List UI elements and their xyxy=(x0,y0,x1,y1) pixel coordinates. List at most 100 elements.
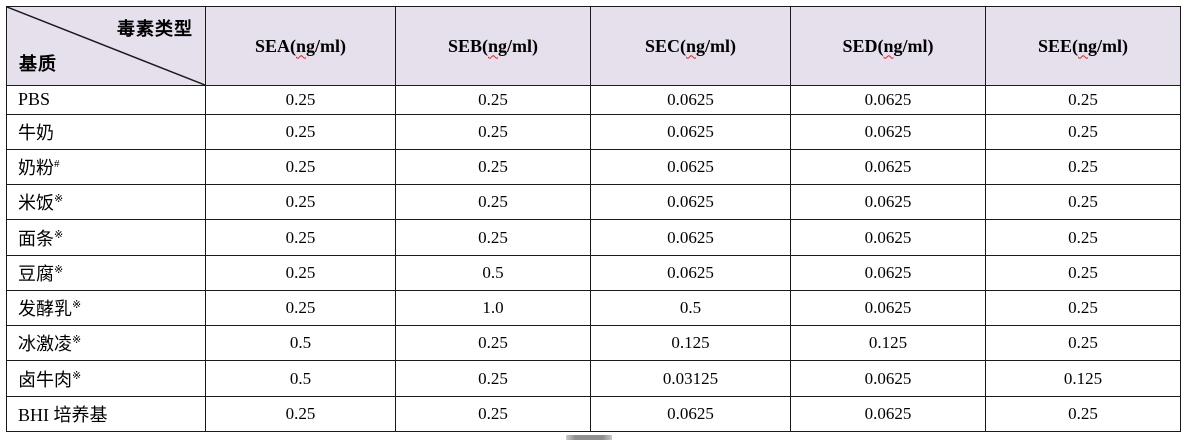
matrix-cell: 卤牛肉※ xyxy=(6,360,206,397)
value-cell: 0.5 xyxy=(590,289,791,327)
footnote-mark: ※ xyxy=(72,369,82,382)
value-cell: 0.0625 xyxy=(790,113,986,150)
value-cell: 0.25 xyxy=(395,184,591,221)
matrix-cell: PBS xyxy=(6,85,206,115)
table-row: 米饭※ 0.25 0.25 0.0625 0.0625 0.25 xyxy=(6,184,1181,221)
matrix-label: 奶粉 xyxy=(18,158,54,179)
table-row: 冰激凌※ 0.5 0.25 0.125 0.125 0.25 xyxy=(6,325,1181,362)
value-cell: 0.25 xyxy=(205,113,396,150)
value-cell: 0.0625 xyxy=(590,254,791,291)
value-cell: 0.125 xyxy=(790,325,986,362)
value-cell: 0.0625 xyxy=(790,148,986,186)
value-cell: 0.25 xyxy=(985,325,1181,362)
matrix-cell: 冰激凌※ xyxy=(6,325,206,362)
value-cell: 0.25 xyxy=(395,219,591,256)
spellcheck-underline: ng xyxy=(488,35,508,56)
value-cell: 0.25 xyxy=(395,325,591,362)
value-cell: 0.25 xyxy=(205,289,396,327)
matrix-cell: BHI 培养基 xyxy=(6,395,206,433)
value-cell: 0.25 xyxy=(205,219,396,256)
value-cell: 0.25 xyxy=(395,113,591,150)
table-row: 豆腐※ 0.25 0.5 0.0625 0.0625 0.25 xyxy=(6,254,1181,291)
spellcheck-underline: ng xyxy=(883,35,903,56)
table-row: 卤牛肉※ 0.5 0.25 0.03125 0.0625 0.125 xyxy=(6,360,1181,397)
spellcheck-underline: ng xyxy=(296,35,316,56)
matrix-cell: 米饭※ xyxy=(6,184,206,221)
value-cell: 0.0625 xyxy=(790,219,986,256)
corner-header-cell: 毒素类型 基质 xyxy=(6,6,206,86)
value-cell: 0.25 xyxy=(205,148,396,186)
matrix-label: 面条 xyxy=(18,228,54,249)
matrix-label: PBS xyxy=(18,89,51,110)
resize-handle[interactable] xyxy=(566,435,612,440)
value-cell: 0.5 xyxy=(205,325,396,362)
toxin-detection-limit-table: 毒素类型 基质 SEA(ng/ml) SEB(ng/ml) SEC(ng/ml)… xyxy=(6,6,1181,433)
value-cell: 0.0625 xyxy=(590,148,791,186)
footnote-mark: ※ xyxy=(54,263,64,276)
diagonal-line xyxy=(7,7,205,85)
value-cell: 0.0625 xyxy=(790,360,986,397)
value-cell: 0.25 xyxy=(205,395,396,433)
value-cell: 0.03125 xyxy=(590,360,791,397)
value-cell: 0.0625 xyxy=(590,219,791,256)
column-header-see: SEE(ng/ml) xyxy=(985,6,1181,86)
matrix-label: 发酵乳 xyxy=(18,299,72,320)
table-row: BHI 培养基 0.25 0.25 0.0625 0.0625 0.25 xyxy=(6,395,1181,433)
value-cell: 0.25 xyxy=(395,395,591,433)
value-cell: 0.0625 xyxy=(790,289,986,327)
value-cell: 0.0625 xyxy=(590,113,791,150)
matrix-label: 牛奶 xyxy=(18,122,54,143)
spellcheck-underline: ng xyxy=(686,35,706,56)
value-cell: 0.25 xyxy=(985,113,1181,150)
footnote-mark: ※ xyxy=(54,228,64,241)
value-cell: 0.0625 xyxy=(590,85,791,115)
value-cell: 0.125 xyxy=(590,325,791,362)
footnote-mark: ※ xyxy=(72,299,82,312)
column-header-sed: SED(ng/ml) xyxy=(790,6,986,86)
value-cell: 0.0625 xyxy=(790,395,986,433)
corner-label-matrix: 基质 xyxy=(19,54,57,74)
value-cell: 0.0625 xyxy=(590,395,791,433)
column-header-sea: SEA(ng/ml) xyxy=(205,6,396,86)
value-cell: 0.125 xyxy=(985,360,1181,397)
table-row: PBS 0.25 0.25 0.0625 0.0625 0.25 xyxy=(6,85,1181,115)
matrix-label: 卤牛肉 xyxy=(18,369,72,390)
value-cell: 0.0625 xyxy=(790,184,986,221)
value-cell: 0.5 xyxy=(395,254,591,291)
table-row: 奶粉# 0.25 0.25 0.0625 0.0625 0.25 xyxy=(6,148,1181,186)
value-cell: 0.25 xyxy=(985,289,1181,327)
value-cell: 0.25 xyxy=(985,254,1181,291)
value-cell: 0.25 xyxy=(205,184,396,221)
table-row: 发酵乳※ 0.25 1.0 0.5 0.0625 0.25 xyxy=(6,289,1181,327)
matrix-cell: 面条※ xyxy=(6,219,206,256)
corner-label-toxin-type: 毒素类型 xyxy=(117,19,193,39)
value-cell: 0.0625 xyxy=(790,85,986,115)
column-header-sec: SEC(ng/ml) xyxy=(590,6,791,86)
spellcheck-underline: ng xyxy=(1078,35,1098,56)
value-cell: 0.25 xyxy=(205,254,396,291)
column-header-seb: SEB(ng/ml) xyxy=(395,6,591,86)
footnote-mark: ※ xyxy=(54,193,64,206)
matrix-cell: 牛奶 xyxy=(6,113,206,150)
matrix-cell: 豆腐※ xyxy=(6,254,206,291)
value-cell: 1.0 xyxy=(395,289,591,327)
matrix-label: 米饭 xyxy=(18,193,54,214)
value-cell: 0.25 xyxy=(985,395,1181,433)
value-cell: 0.25 xyxy=(205,85,396,115)
value-cell: 0.25 xyxy=(395,148,591,186)
value-cell: 0.25 xyxy=(985,148,1181,186)
header-row: 毒素类型 基质 SEA(ng/ml) SEB(ng/ml) SEC(ng/ml)… xyxy=(6,6,1181,86)
value-cell: 0.25 xyxy=(395,360,591,397)
value-cell: 0.0625 xyxy=(590,184,791,221)
value-cell: 0.25 xyxy=(395,85,591,115)
value-cell: 0.0625 xyxy=(790,254,986,291)
matrix-cell: 奶粉# xyxy=(6,148,206,186)
table-row: 面条※ 0.25 0.25 0.0625 0.0625 0.25 xyxy=(6,219,1181,256)
value-cell: 0.25 xyxy=(985,184,1181,221)
matrix-label: 豆腐 xyxy=(18,263,54,284)
footnote-mark: ※ xyxy=(72,334,82,347)
value-cell: 0.25 xyxy=(985,85,1181,115)
matrix-label: 冰激凌 xyxy=(18,334,72,355)
matrix-label: BHI 培养基 xyxy=(18,404,108,425)
value-cell: 0.5 xyxy=(205,360,396,397)
